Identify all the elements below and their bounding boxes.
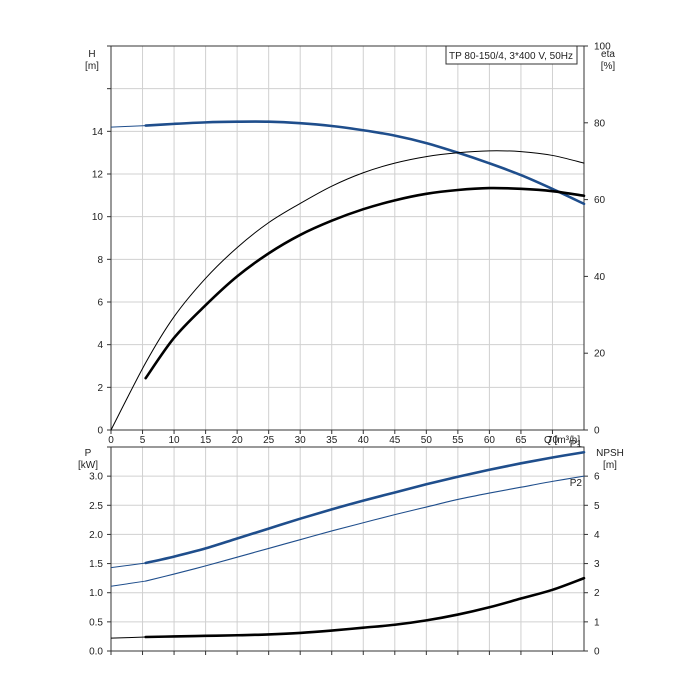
head-curve-lead bbox=[110, 125, 146, 128]
y-right-tick-label: 0 bbox=[594, 426, 600, 437]
p2-curve-lead bbox=[110, 580, 146, 587]
bottom-gridlines bbox=[111, 446, 585, 651]
x-tick-label: 10 bbox=[169, 435, 181, 446]
npsh-label-name: NPSH bbox=[596, 448, 624, 459]
npsh-tick-label: 0 bbox=[594, 647, 600, 658]
npsh-tick-label: 6 bbox=[594, 472, 600, 483]
npsh-label-unit: [m] bbox=[603, 460, 617, 471]
y-left-tick-label: 6 bbox=[97, 298, 103, 309]
y-left-tick-label: 8 bbox=[97, 255, 103, 266]
y-right-tick-label: 20 bbox=[594, 349, 606, 360]
power-tick-label: 2.5 bbox=[89, 501, 103, 512]
y-right-tick-label: 40 bbox=[594, 272, 606, 283]
x-tick-label: 5 bbox=[140, 435, 146, 446]
y-right-label-name: eta bbox=[601, 49, 615, 60]
y-left-tick-label: 2 bbox=[97, 383, 103, 394]
bottom-curves: P1 P2 bbox=[110, 439, 586, 639]
bottom-plot-frame bbox=[110, 446, 585, 652]
x-tick-label: 50 bbox=[421, 435, 433, 446]
npsh-curve bbox=[144, 576, 586, 639]
y-right-tick-label: 60 bbox=[594, 195, 606, 206]
bottom-panel: 0.0 0.5 1.0 1.5 2.0 2.5 3.0 0 1 2 3 4 5 6 P1 P2 P [kW]… bbox=[78, 439, 624, 657]
npsh-tick-label: 1 bbox=[594, 617, 600, 628]
power-tick-label: 1.0 bbox=[89, 588, 103, 599]
npsh-tick-label: 5 bbox=[594, 501, 600, 512]
npsh-tick-label: 3 bbox=[594, 559, 600, 570]
head-curve bbox=[144, 120, 586, 206]
x-tick-label: 60 bbox=[484, 435, 496, 446]
bottom-axis-ticks: 0.0 0.5 1.0 1.5 2.0 2.5 3.0 0 1 2 3 4 5 6 bbox=[89, 446, 600, 658]
npsh-curve-lead bbox=[110, 636, 146, 639]
y-left-tick-label: 10 bbox=[92, 212, 104, 223]
power-tick-label: 1.5 bbox=[89, 559, 103, 570]
y-right-tick-label: 100 bbox=[594, 42, 611, 53]
power-tick-label: 3.0 bbox=[89, 472, 103, 483]
power-tick-label: 0.5 bbox=[89, 617, 103, 628]
x-tick-label: 40 bbox=[358, 435, 370, 446]
top-panel: 0 5 10 15 20 25 30 35 40 45 50 55 60 65 70 0 2 4 6 8 10 12 14 0… bbox=[85, 42, 615, 447]
p2-curve bbox=[145, 475, 585, 582]
p1-curve-lead bbox=[110, 562, 146, 569]
x-tick-label: 30 bbox=[295, 435, 307, 446]
legend-label-p1: P1 bbox=[570, 439, 583, 450]
x-tick-label: 0 bbox=[108, 435, 114, 446]
efficiency-thin-curve bbox=[110, 150, 585, 431]
x-tick-label: 70 bbox=[547, 435, 559, 446]
y-right-tick-label: 80 bbox=[594, 118, 606, 129]
power-tick-label: 2.0 bbox=[89, 530, 103, 541]
title-box: TP 80-150/4, 3*400 V, 50Hz bbox=[445, 45, 578, 65]
y-left-label-unit: [m] bbox=[85, 61, 99, 72]
top-axis-ticks: 0 5 10 15 20 25 30 35 40 45 50 55 60 65 70 0 2 4 6 8 10 12 14 0… bbox=[92, 42, 611, 447]
p1-curve bbox=[144, 450, 586, 565]
x-tick-label: 15 bbox=[200, 435, 212, 446]
power-tick-label: 0.0 bbox=[89, 647, 103, 658]
x-tick-label: 25 bbox=[263, 435, 275, 446]
x-tick-label: 55 bbox=[452, 435, 464, 446]
npsh-tick-label: 2 bbox=[594, 588, 600, 599]
y-left-tick-label: 14 bbox=[92, 127, 104, 138]
legend-label-p2: P2 bbox=[570, 478, 583, 489]
power-label-name: P bbox=[85, 448, 92, 459]
efficiency-thick-curve bbox=[144, 186, 586, 380]
x-tick-label: 65 bbox=[515, 435, 527, 446]
chart-title: TP 80-150/4, 3*400 V, 50Hz bbox=[449, 51, 573, 62]
y-left-tick-label: 4 bbox=[97, 340, 103, 351]
y-right-label-unit: [%] bbox=[601, 61, 616, 72]
x-tick-label: 45 bbox=[389, 435, 401, 446]
y-left-label-name: H bbox=[88, 49, 95, 60]
top-curves bbox=[110, 120, 586, 431]
y-left-tick-label: 12 bbox=[92, 170, 104, 181]
x-axis-label: Q [m³/h] bbox=[544, 435, 580, 446]
x-tick-label: 20 bbox=[232, 435, 244, 446]
top-plot-frame bbox=[110, 45, 585, 431]
x-tick-label: 35 bbox=[326, 435, 338, 446]
y-left-tick-label: 0 bbox=[97, 426, 103, 437]
top-gridlines bbox=[111, 45, 585, 430]
power-label-unit: [kW] bbox=[78, 460, 98, 471]
npsh-tick-label: 4 bbox=[594, 530, 600, 541]
